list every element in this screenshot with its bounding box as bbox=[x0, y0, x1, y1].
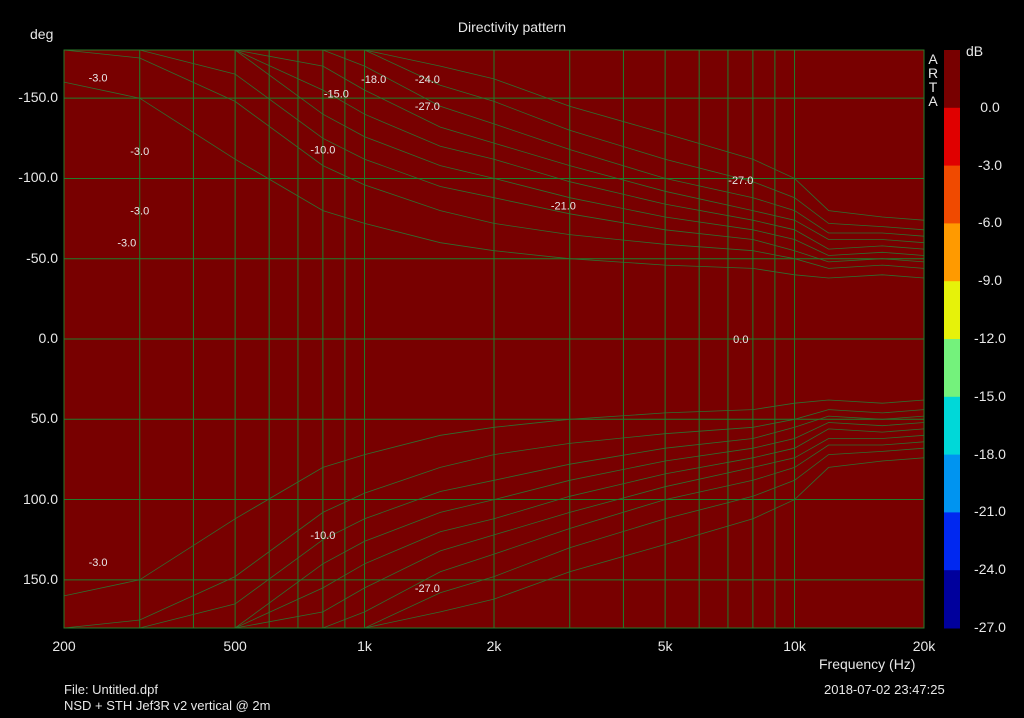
contour-annotation: -10.0 bbox=[310, 145, 335, 157]
contour-annotation: -27.0 bbox=[415, 583, 440, 595]
contour-line bbox=[64, 415, 925, 629]
colorbar-label: -9.0 bbox=[977, 272, 1003, 289]
contour-line bbox=[64, 49, 925, 244]
colorbar-label: -27.0 bbox=[974, 619, 1006, 635]
arta-letter: A bbox=[928, 93, 938, 109]
contour-annotation: -10.0 bbox=[310, 530, 335, 542]
plot-frame bbox=[63, 49, 925, 629]
colorbar-swatch bbox=[944, 570, 960, 629]
y-tick-label: -150.0 bbox=[18, 89, 58, 106]
footer-description: NSD + STH Jef3R v2 vertical @ 2m bbox=[64, 698, 271, 713]
contour-line bbox=[64, 428, 925, 629]
contour-annotation: -3.0 bbox=[89, 557, 108, 569]
contour-annotation: -27.0 bbox=[728, 175, 753, 187]
colorbar-swatch bbox=[944, 281, 960, 340]
x-tick-label: 2k bbox=[486, 638, 502, 654]
colorbar-swatch bbox=[944, 339, 960, 398]
arta-letter: A bbox=[928, 51, 938, 67]
colorbar-label: -3.0 bbox=[977, 156, 1003, 173]
contour-annotations: -3.0 -3.0 -3.0 -3.0 -3.0 -15.0 -18.0 -24.0 -27.0… bbox=[89, 72, 754, 595]
colorbar-label: -24.0 bbox=[974, 561, 1006, 578]
colorbar-unit: dB bbox=[966, 43, 984, 59]
colorbar bbox=[944, 50, 960, 629]
y-axis-label: deg bbox=[30, 26, 54, 42]
chart-title: Directivity pattern bbox=[457, 19, 567, 35]
x-tick-label: 1k bbox=[357, 638, 372, 654]
contour-annotation: -24.0 bbox=[415, 74, 440, 86]
contour-annotation: -3.0 bbox=[130, 206, 149, 218]
colorbar-swatch bbox=[944, 396, 960, 456]
contour-annotation: 0.0 bbox=[733, 334, 748, 346]
colorbar-label: -15.0 bbox=[974, 387, 1006, 404]
colorbar-label: 0.0 bbox=[980, 98, 1000, 115]
contour-line bbox=[64, 49, 925, 250]
contour-annotation: -18.0 bbox=[361, 74, 386, 86]
y-tick-label: 50.0 bbox=[30, 410, 58, 427]
x-tick-label: 10k bbox=[783, 638, 806, 654]
contour-line bbox=[63, 49, 925, 269]
contour-annotation: -27.0 bbox=[415, 101, 440, 113]
contour-line bbox=[63, 399, 925, 597]
contour-line bbox=[63, 81, 925, 279]
contour-line bbox=[63, 409, 925, 629]
colorbar-swatch bbox=[944, 223, 960, 282]
colorbar-swatch bbox=[944, 50, 960, 109]
y-tick-label: 100.0 bbox=[22, 490, 58, 507]
contour-line bbox=[64, 434, 925, 629]
colorbar-label: -6.0 bbox=[977, 214, 1003, 231]
plot-grid bbox=[63, 50, 925, 628]
y-tick-label: 0.0 bbox=[38, 330, 58, 346]
arta-letter: R bbox=[927, 65, 939, 81]
contour-annotation: -3.0 bbox=[117, 238, 136, 250]
x-tick-label: 5k bbox=[657, 638, 673, 654]
colorbar-label: -18.0 bbox=[974, 445, 1006, 462]
y-tick-label: -50.0 bbox=[26, 249, 58, 266]
colorbar-swatch bbox=[944, 454, 960, 513]
footer-timestamp: 2018-07-02 23:47:25 bbox=[824, 682, 945, 697]
contour-lines bbox=[63, 49, 925, 629]
contour-annotation: -21.0 bbox=[551, 201, 576, 213]
y-tick-label: 150.0 bbox=[22, 570, 58, 587]
colorbar-swatch bbox=[944, 512, 960, 571]
colorbar-label: -12.0 bbox=[974, 330, 1006, 346]
contour-annotation: -3.0 bbox=[89, 72, 108, 84]
x-tick-label: 200 bbox=[52, 638, 76, 654]
contour-line bbox=[64, 49, 925, 256]
colorbar-swatch bbox=[944, 165, 960, 224]
x-tick-label: 500 bbox=[223, 638, 247, 654]
x-tick-label: 20k bbox=[912, 638, 936, 654]
y-tick-label: -100.0 bbox=[18, 169, 58, 186]
contour-annotation: -3.0 bbox=[130, 146, 149, 158]
contour-line bbox=[64, 422, 925, 629]
arta-logo: A R T A bbox=[926, 52, 940, 108]
contour-annotation: -15.0 bbox=[324, 88, 349, 100]
contour-line bbox=[64, 49, 925, 263]
x-axis-label: Frequency (Hz) bbox=[819, 656, 916, 672]
arta-letter: T bbox=[928, 79, 938, 95]
footer-file: File: Untitled.dpf bbox=[64, 682, 158, 697]
colorbar-swatch bbox=[944, 107, 960, 167]
colorbar-label: -21.0 bbox=[974, 503, 1006, 520]
